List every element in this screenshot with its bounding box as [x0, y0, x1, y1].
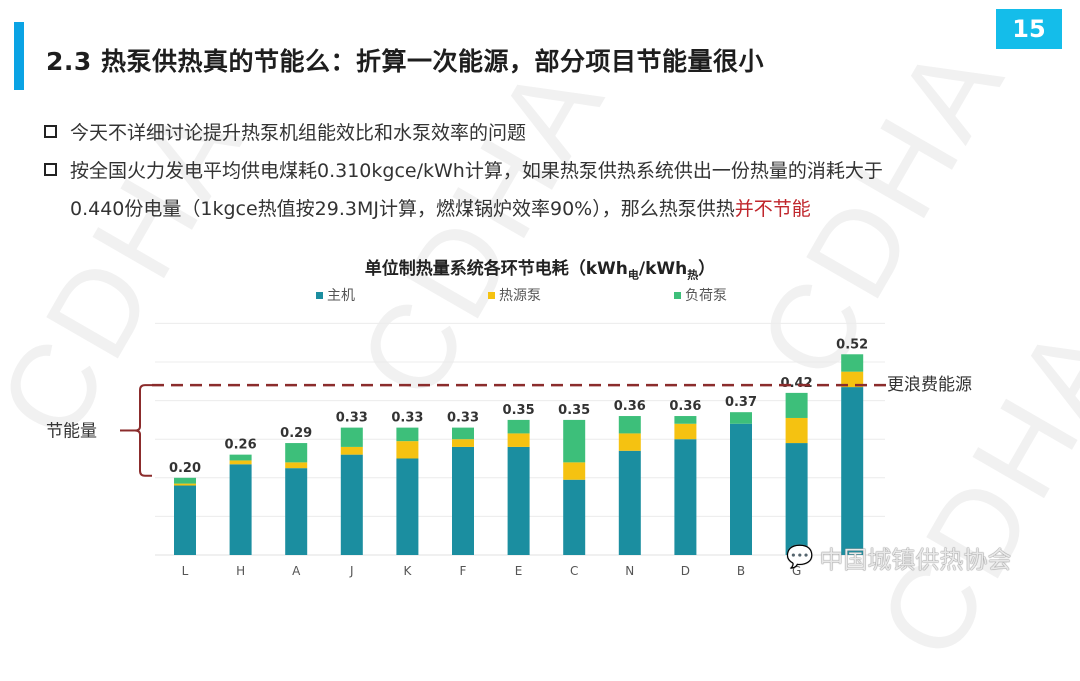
x-tick-label: G [792, 564, 801, 578]
bar-segment-load-pump [174, 477, 196, 484]
bar-segment-load-pump [841, 354, 864, 372]
x-tick-label: B [737, 564, 745, 578]
bar-segment-heat-source-pump [563, 462, 586, 480]
bar-segment-host [563, 479, 586, 555]
bullet-highlight: 并不节能 [734, 198, 811, 220]
bullet-item: 今天不详细讨论提升热泵机组能效比和水泵效率的问题 [44, 114, 883, 152]
chart-title: 单位制热量系统各环节电耗（kWh电/kWh热） [0, 254, 1080, 282]
x-tick-label: J [349, 564, 354, 578]
bar-segment-heat-source-pump [785, 417, 808, 444]
data-label: 0.29 [280, 426, 312, 441]
data-label: 0.20 [169, 461, 201, 476]
bar-segment-heat-source-pump [452, 439, 474, 447]
slide-title: 2.3 热泵供热真的节能么：折算一次能源，部分项目节能量很小 [46, 47, 764, 76]
bullet-text: 今天不详细讨论提升热泵机组能效比和水泵效率的问题 [70, 122, 527, 144]
legend-item-load-pump: 负荷泵 [674, 285, 727, 305]
bar-segment-load-pump [396, 427, 419, 442]
page-number: 15 [996, 9, 1062, 49]
legend-item-heat-source-pump: 热源泵 [488, 285, 541, 305]
bar-segment-host [229, 464, 252, 555]
bar-segment-load-pump [452, 427, 474, 440]
bar-segment-host [785, 443, 808, 555]
bar-segment-load-pump [507, 419, 530, 434]
data-label: 0.36 [669, 399, 701, 414]
bar-segment-load-pump [730, 412, 752, 424]
bar-segment-host [618, 450, 641, 555]
legend-swatch [316, 291, 323, 299]
x-tick-label: K [403, 564, 412, 578]
legend-label: 主机 [327, 288, 355, 304]
bar-segment-host [285, 468, 308, 555]
data-label: 0.36 [614, 399, 646, 414]
bullet-text: 按全国火力发电平均供电煤耗0.310kgce/kWh计算，如果热泵供热系统供出一… [70, 160, 883, 182]
bullet-item: 按全国火力发电平均供电煤耗0.310kgce/kWh计算，如果热泵供热系统供出一… [44, 152, 883, 190]
bar-segment-load-pump [618, 416, 641, 434]
data-label: 0.35 [558, 403, 590, 418]
legend-label: 负荷泵 [685, 288, 727, 304]
x-tick-label: L [182, 564, 189, 578]
legend-swatch [674, 291, 681, 299]
bar-segment-load-pump [674, 416, 697, 424]
savings-bracket [134, 384, 152, 477]
x-tick-label: E [515, 564, 523, 578]
bar-segment-heat-source-pump [396, 441, 419, 459]
bar-segment-heat-source-pump [507, 433, 530, 447]
bar-segment-heat-source-pump [841, 371, 864, 388]
data-label: 0.37 [725, 395, 757, 410]
bar-segment-heat-source-pump [340, 446, 363, 455]
chart-title-text: /kWh [638, 259, 688, 279]
bar-segment-load-pump [285, 443, 308, 463]
chart-title-text: ） [698, 259, 716, 279]
footer-logo: 💬 中国城镇供热协会 [786, 540, 1011, 575]
bar-segment-heat-source-pump [285, 462, 308, 469]
chart-title-text: 单位制热量系统各环节电耗（kWh [364, 259, 628, 279]
bar-segment-heat-source-pump [674, 423, 697, 440]
data-label: 0.42 [781, 376, 813, 391]
checkbox-bullet-icon [44, 163, 57, 176]
bar-segment-heat-source-pump [229, 460, 252, 465]
wechat-icon: 💬 [786, 545, 814, 570]
bullet-continuation: 0.440份电量（1kgce热值按29.3MJ计算，燃煤锅炉效率90%），那么热… [44, 190, 883, 228]
legend-label: 热源泵 [499, 288, 541, 304]
bar-segment-host [674, 439, 697, 555]
data-label: 0.26 [225, 438, 257, 453]
data-label: 0.35 [503, 403, 535, 418]
threshold-label: 更浪费能源 [887, 375, 972, 395]
bar-segment-host [396, 458, 419, 555]
bar-segment-heat-source-pump [174, 483, 196, 486]
chart-title-sub: 热 [687, 268, 699, 282]
bar-segment-load-pump [563, 419, 586, 463]
bar-segment-load-pump [785, 392, 808, 418]
bar-segment-host [507, 446, 530, 555]
stacked-bar-chart: 0.20 L 0.26 H 0.29 A 0.33 J 0.33 K 0.33 F 0.35 E 0.35 C… [46, 322, 972, 578]
checkbox-bullet-icon [44, 125, 57, 138]
data-label: 0.52 [836, 337, 868, 352]
legend-swatch [488, 291, 495, 299]
bar-segment-heat-source-pump [618, 433, 641, 451]
bar-segment-load-pump [340, 427, 363, 447]
bullet-text: 0.440份电量（1kgce热值按29.3MJ计算，燃煤锅炉效率90%），那么热… [70, 198, 735, 220]
bar-segment-host [452, 446, 474, 555]
data-label: 0.33 [336, 411, 368, 426]
footer-text: 中国城镇供热协会 [819, 546, 1012, 574]
legend-item-host: 主机 [316, 285, 355, 305]
bar-segment-host [841, 387, 864, 555]
x-tick-label: N [625, 564, 634, 578]
bracket-label: 节能量 [46, 421, 97, 441]
x-tick-label: C [570, 564, 578, 578]
bar-segment-load-pump [229, 454, 252, 461]
x-tick-label: F [460, 564, 467, 578]
bar-segment-host [340, 454, 363, 555]
title-accent-bar [14, 22, 24, 90]
bullet-list: 今天不详细讨论提升热泵机组能效比和水泵效率的问题 按全国火力发电平均供电煤耗0.… [44, 114, 883, 228]
chart-title-sub: 电 [627, 268, 639, 282]
bar-segment-host [174, 485, 196, 555]
bar-segment-host [730, 423, 752, 555]
x-tick-label: A [292, 564, 301, 578]
x-tick-label: H [236, 564, 245, 578]
data-label: 0.33 [447, 411, 479, 426]
x-tick-label: D [681, 564, 690, 578]
data-label: 0.33 [391, 411, 423, 426]
